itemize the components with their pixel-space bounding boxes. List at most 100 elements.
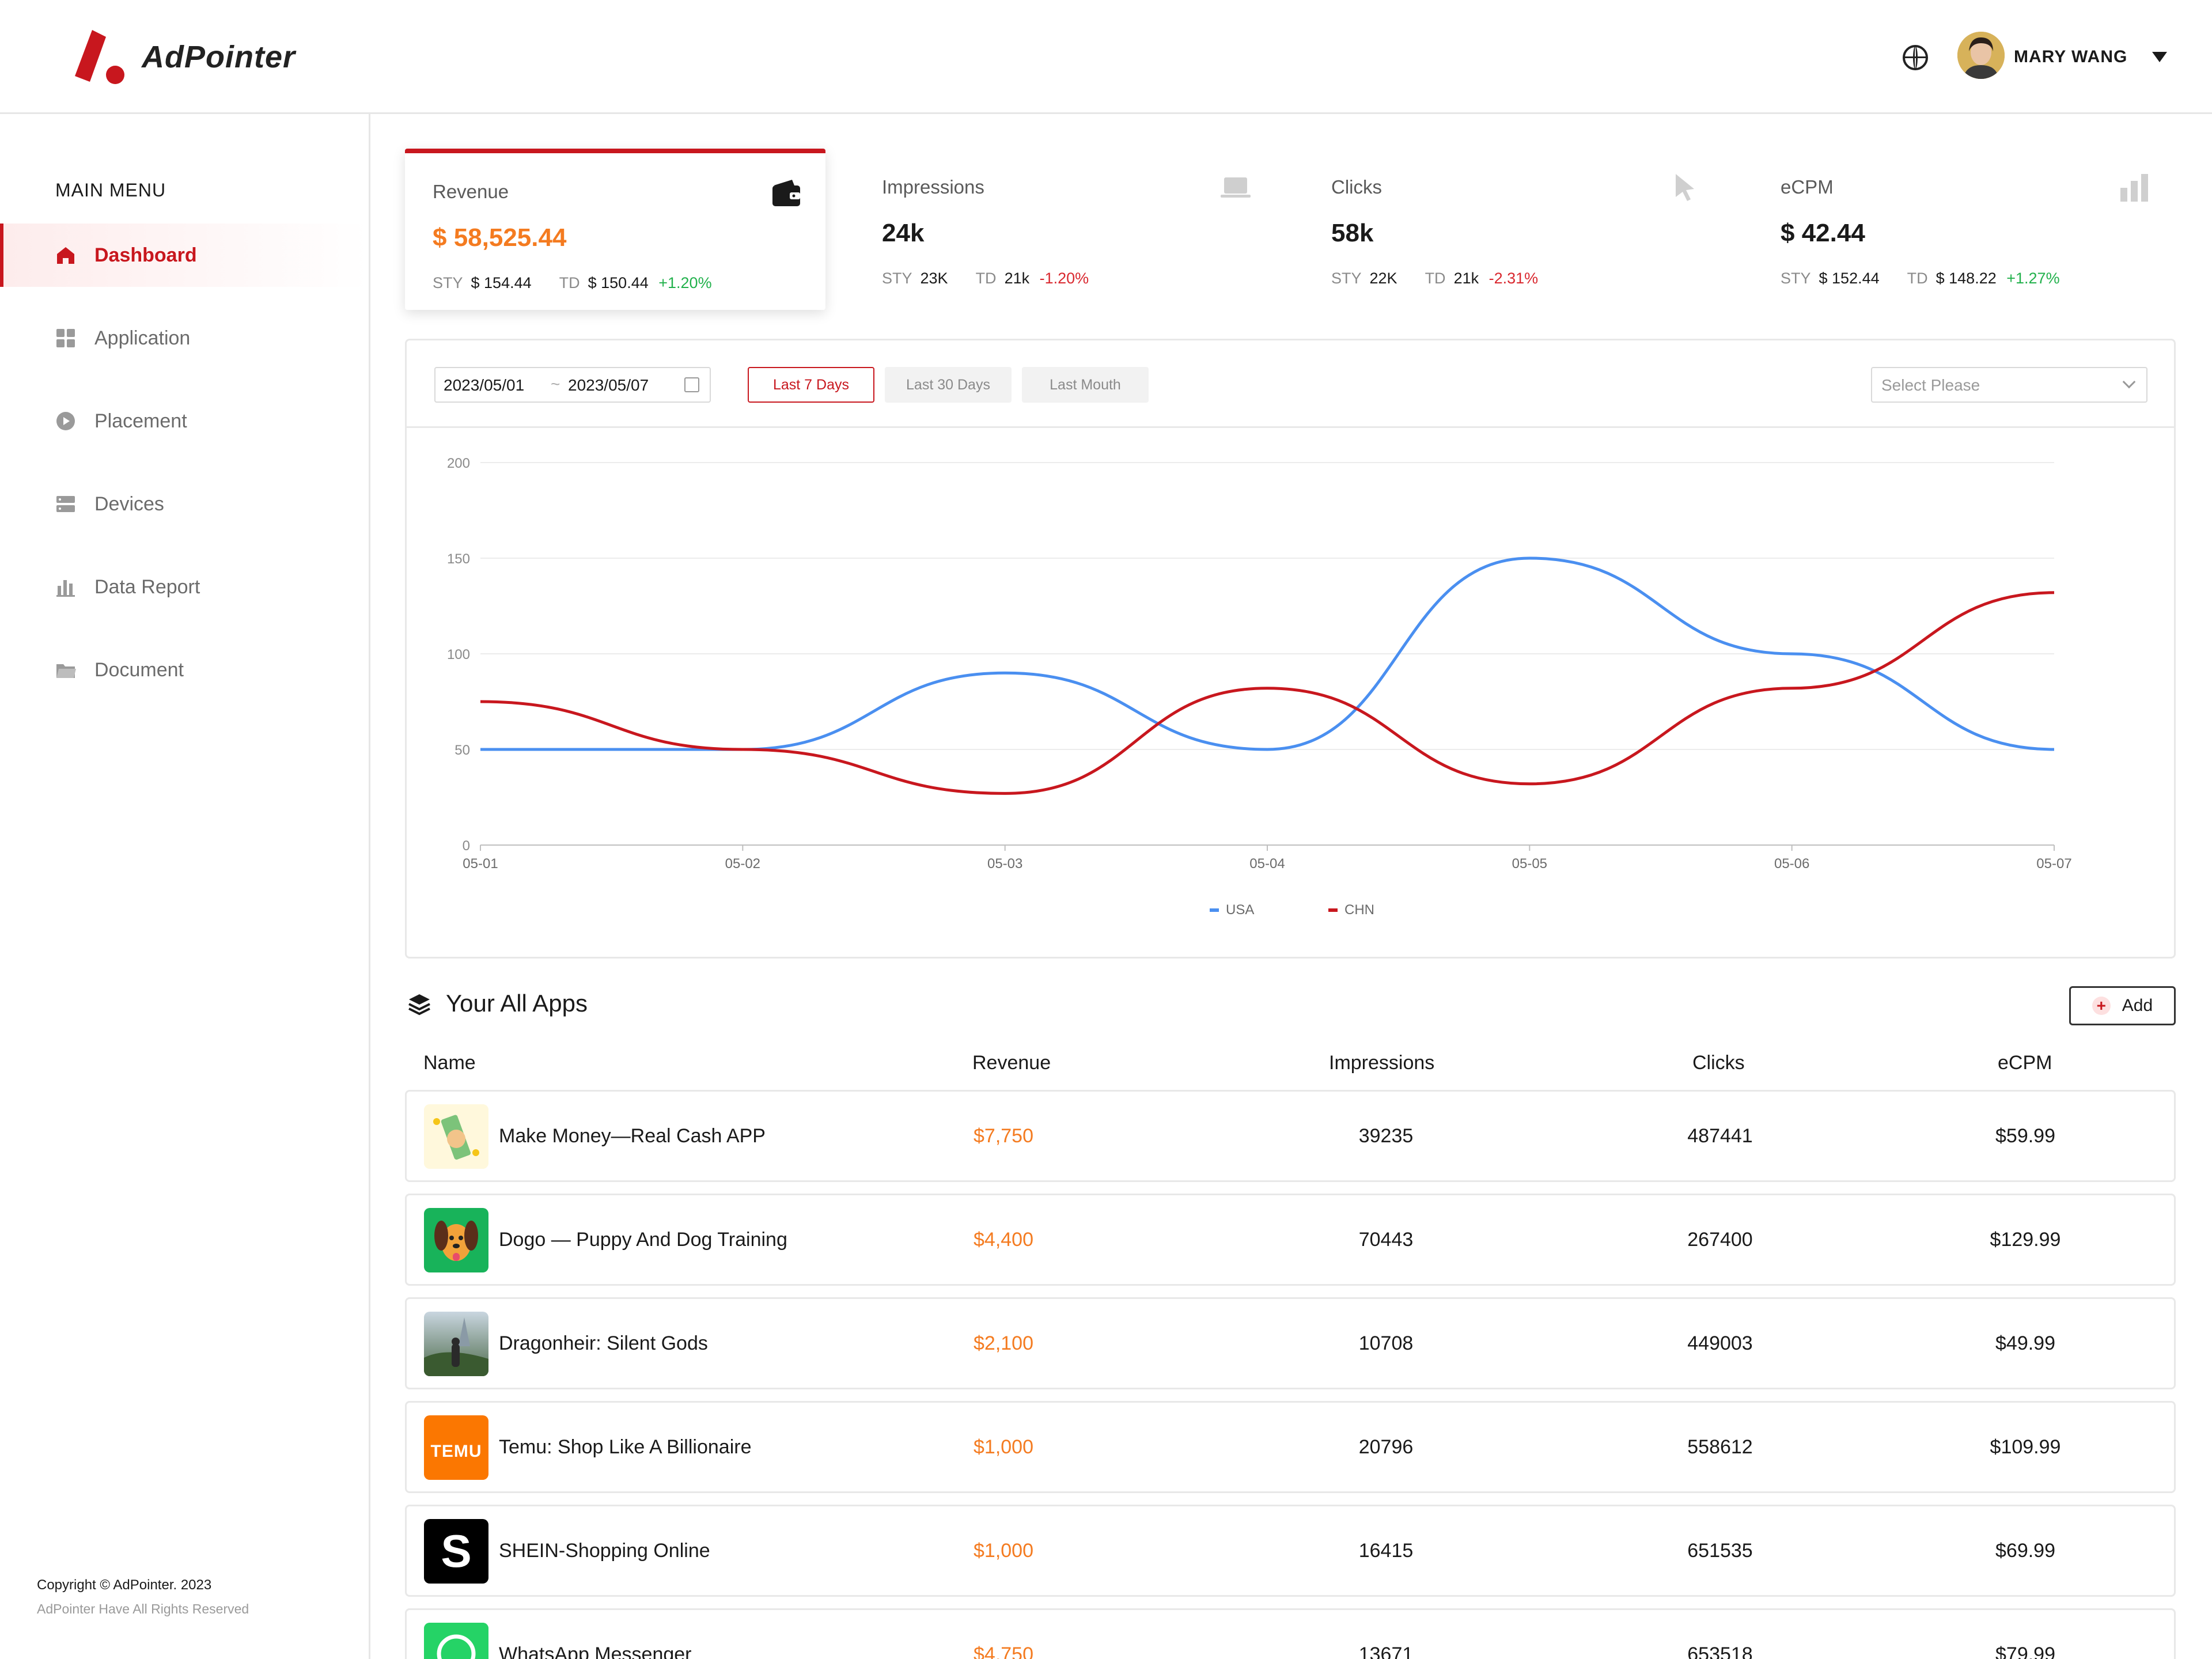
- range-last-30-days-button[interactable]: Last 30 Days: [885, 367, 1012, 403]
- app-impressions: 70443: [1358, 1229, 1414, 1251]
- temu-logo-text: TEMU: [430, 1442, 482, 1461]
- brand-logo[interactable]: AdPointer: [68, 25, 296, 89]
- sty-value: $ 152.44: [1819, 270, 1880, 287]
- sidebar-item-dashboard[interactable]: Dashboard: [0, 224, 369, 287]
- y-tick-label: 100: [447, 647, 470, 662]
- stat-sub: STY $ 154.44 TD $ 150.44 +1.20%: [433, 274, 712, 292]
- stat-card-clicks[interactable]: Clicks 58k STY 22K TD 21k -2.31%: [1304, 149, 1724, 310]
- column-header-name[interactable]: Name: [423, 1052, 476, 1074]
- top-header: AdPointer MARY WANG: [0, 0, 2212, 114]
- apps-section-title: Your All Apps: [446, 990, 588, 1017]
- bar-chart-icon: [56, 580, 75, 597]
- sty-value: 23K: [920, 270, 948, 287]
- sidebar-item-label: Document: [94, 658, 184, 681]
- x-tick-label: 05-02: [725, 856, 760, 872]
- globe-icon[interactable]: [1903, 45, 1928, 70]
- sidebar-item-label: Devices: [94, 493, 164, 515]
- date-separator: ~: [551, 375, 560, 393]
- app-icon: S: [424, 1519, 488, 1584]
- app-name[interactable]: Temu: Shop Like A Billionaire: [499, 1436, 752, 1458]
- stat-card-impressions[interactable]: Impressions 24k STY 23K TD 21k -1.20%: [854, 149, 1275, 310]
- app-name[interactable]: Dragonheir: Silent Gods: [499, 1332, 708, 1354]
- stat-label: Clicks: [1331, 176, 1382, 198]
- user-menu-caret-icon[interactable]: [2152, 52, 2167, 62]
- stat-value: $ 58,525.44: [433, 224, 567, 252]
- sidebar-item-label: Application: [94, 327, 191, 349]
- select-placeholder: Select Please: [1881, 376, 1980, 394]
- rights-text: AdPointer Have All Rights Reserved: [37, 1601, 249, 1616]
- change-value: +1.20%: [658, 274, 712, 291]
- app-revenue: $4,400: [974, 1229, 1033, 1251]
- date-range-picker[interactable]: 2023/05/01 ~ 2023/05/07: [434, 367, 711, 403]
- x-tick-label: 05-07: [2036, 856, 2071, 872]
- td-value: $ 150.44: [588, 274, 649, 291]
- folder-icon: [56, 664, 76, 678]
- table-row[interactable]: Make Money—Real Cash APP $7,750 39235 48…: [405, 1090, 2176, 1182]
- stat-sub: STY $ 152.44 TD $ 148.22 +1.27%: [1781, 270, 2060, 287]
- table-row[interactable]: Dragonheir: Silent Gods $2,100 10708 449…: [405, 1297, 2176, 1389]
- main-menu-title: MAIN MENU: [55, 180, 166, 200]
- play-circle-icon: [56, 412, 75, 430]
- app-name[interactable]: Dogo — Puppy And Dog Training: [499, 1229, 787, 1251]
- app-ecpm: $59.99: [1995, 1125, 2055, 1147]
- table-row[interactable]: S SHEIN-Shopping Online $1,000 16415 651…: [405, 1505, 2176, 1597]
- column-header-revenue[interactable]: Revenue: [972, 1052, 1051, 1074]
- add-app-button[interactable]: + Add: [2069, 986, 2176, 1025]
- stat-label: Revenue: [433, 181, 509, 202]
- sidebar: MAIN MENU Dashboard Application Placemen…: [0, 114, 370, 1659]
- stat-card-ecpm[interactable]: eCPM $ 42.44 STY $ 152.44 TD $ 148.22 +1.27…: [1753, 149, 2173, 310]
- table-row[interactable]: WhatsApp Messenger $4,750 13671 653518 $…: [405, 1608, 2176, 1659]
- sty-label: STY: [882, 270, 912, 287]
- sidebar-item-data-report[interactable]: Data Report: [0, 555, 369, 619]
- user-name[interactable]: MARY WANG: [2014, 47, 2128, 66]
- sty-label: STY: [1781, 270, 1811, 287]
- legend-label-chn: CHN: [1344, 902, 1374, 918]
- app-impressions: 16415: [1358, 1540, 1414, 1562]
- stat-sub: STY 22K TD 21k -2.31%: [1331, 270, 1538, 287]
- table-row[interactable]: TEMU Temu: Shop Like A Billionaire $1,00…: [405, 1401, 2176, 1493]
- filter-select[interactable]: Select Please: [1871, 367, 2147, 403]
- table-row[interactable]: Dogo — Puppy And Dog Training $4,400 704…: [405, 1194, 2176, 1286]
- series-line-usa: [480, 556, 2055, 751]
- column-header-clicks[interactable]: Clicks: [1692, 1052, 1745, 1074]
- sidebar-item-label: Dashboard: [94, 244, 197, 266]
- sidebar-item-application[interactable]: Application: [0, 306, 369, 370]
- td-label: TD: [975, 270, 997, 287]
- change-value: +1.27%: [2006, 270, 2060, 287]
- column-header-ecpm[interactable]: eCPM: [1998, 1052, 2052, 1074]
- app-ecpm: $69.99: [1995, 1540, 2055, 1562]
- app-revenue: $1,000: [974, 1436, 1033, 1458]
- column-header-impressions[interactable]: Impressions: [1329, 1052, 1435, 1074]
- app-ecpm: $49.99: [1995, 1332, 2055, 1354]
- app-clicks: 449003: [1687, 1332, 1753, 1354]
- legend-swatch-chn: [1328, 908, 1338, 912]
- app-name[interactable]: SHEIN-Shopping Online: [499, 1540, 710, 1562]
- x-tick-label: 05-04: [1249, 856, 1285, 872]
- sidebar-item-devices[interactable]: Devices: [0, 472, 369, 536]
- stat-label: Impressions: [882, 176, 984, 198]
- date-start[interactable]: 2023/05/01: [444, 376, 525, 394]
- sidebar-item-document[interactable]: Document: [0, 638, 369, 702]
- avatar[interactable]: [1957, 32, 2005, 79]
- sidebar-item-label: Data Report: [94, 575, 200, 598]
- home-icon: [57, 247, 74, 264]
- change-value: -2.31%: [1488, 270, 1539, 287]
- app-name[interactable]: Make Money—Real Cash APP: [499, 1125, 766, 1147]
- date-end[interactable]: 2023/05/07: [568, 376, 649, 394]
- series-line-chn: [480, 591, 2055, 795]
- app-revenue: $2,100: [974, 1332, 1033, 1354]
- cursor-icon: [1676, 174, 1694, 201]
- sidebar-item-placement[interactable]: Placement: [0, 389, 369, 453]
- range-last-7-days-button[interactable]: Last 7 Days: [748, 367, 874, 403]
- calendar-icon[interactable]: [684, 377, 699, 392]
- app-name[interactable]: WhatsApp Messenger: [499, 1643, 692, 1659]
- y-tick-label: 0: [463, 838, 470, 854]
- copyright-text: Copyright © AdPointer. 2023: [37, 1577, 212, 1593]
- td-value: 21k: [1453, 270, 1479, 287]
- range-last-month-button[interactable]: Last Mouth: [1022, 367, 1149, 403]
- td-value: 21k: [1004, 270, 1030, 287]
- stat-card-revenue[interactable]: Revenue $ 58,525.44 STY $ 154.44 TD $ 150.4…: [405, 149, 825, 310]
- app-revenue: $1,000: [974, 1540, 1033, 1562]
- y-tick-label: 50: [454, 743, 470, 758]
- sidebar-item-label: Placement: [94, 410, 187, 432]
